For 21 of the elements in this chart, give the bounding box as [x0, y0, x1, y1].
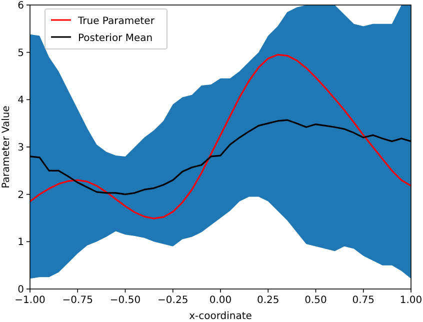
line-series — [30, 54, 411, 220]
legend-label: True Parameter — [77, 16, 156, 27]
y-tick-label: 2 — [18, 190, 24, 201]
y-tick-label: 5 — [18, 48, 24, 59]
x-axis-title: x-coordinate — [189, 311, 252, 322]
y-tick-label: 0 — [18, 284, 24, 296]
x-tick-label: 0.75 — [352, 295, 375, 306]
legend-label: Posterior Mean — [78, 33, 153, 44]
x-tick-label: 0.25 — [256, 295, 280, 306]
x-tick-label: −1.00 — [14, 295, 46, 306]
x-tick-label: −0.50 — [110, 295, 141, 306]
y-axis-title: Parameter Value — [1, 106, 12, 188]
x-tick-label: 0.50 — [304, 295, 327, 306]
y-tick-label: 1 — [18, 237, 24, 248]
y-tick-label: 3 — [18, 142, 24, 154]
y-tick-label: 6 — [18, 0, 24, 12]
x-tick-label: −0.75 — [62, 295, 93, 306]
y-tick-label: 4 — [18, 95, 24, 106]
x-tick-label: 1.00 — [400, 295, 422, 306]
x-tick-label: −0.25 — [158, 295, 188, 306]
x-tick-label: 0.00 — [209, 295, 232, 306]
